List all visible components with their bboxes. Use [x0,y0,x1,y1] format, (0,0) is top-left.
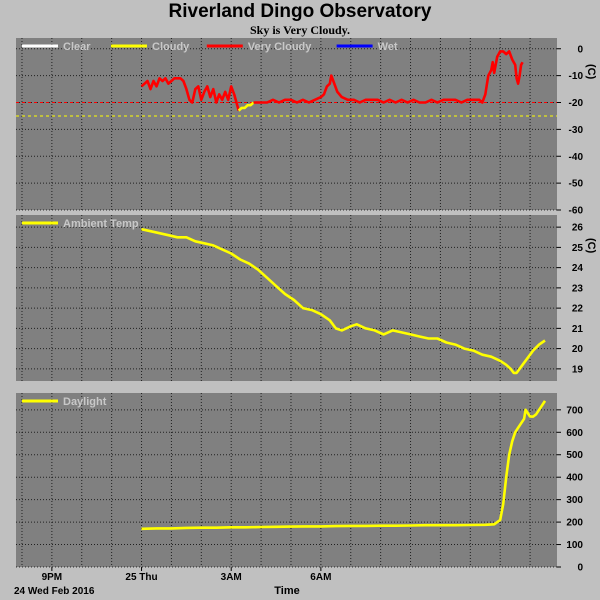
series-line-cloudy [237,101,255,112]
y-tick-label: 200 [566,518,583,529]
legend-item-very-cloudy: Very Cloudy [206,41,312,53]
series-line-daylight [141,400,547,531]
legend-item-daylight: Daylight [22,396,107,408]
y-tick-label: 700 [566,405,583,416]
legend-label: Clear [63,41,91,53]
y-tick-label: 100 [566,540,583,551]
x-axis-label: Time [274,585,299,597]
legend-label: Daylight [63,396,107,408]
legend-item-wet: Wet [336,41,398,53]
y-tick-label: 19 [572,364,584,375]
chart-title: Riverland Dingo Observatory [168,1,432,22]
series-line-very-cloudy [253,50,524,104]
y-tick-label: 22 [572,304,584,315]
y-tick-label: -10 [569,71,584,82]
y-tick-label: 20 [572,344,584,355]
x-tick-label: 6AM [310,572,331,583]
legend-item-cloudy: Cloudy [111,41,190,53]
y-tick-label: 400 [566,473,583,484]
sky-status-subtitle: Sky is Very Cloudy. [249,23,351,37]
series-line-ambient-temp [141,227,546,375]
y-axis-label: (C) [585,64,597,80]
legend-label: Ambient Temp [63,218,139,230]
y-tick-label: 0 [577,563,583,574]
y-tick-label: -40 [569,152,584,163]
legend-label: Wet [378,41,398,53]
y-tick-label: 24 [572,263,584,274]
y-tick-label: 300 [566,495,583,506]
panel-background [16,38,557,210]
y-tick-label: -30 [569,125,584,136]
panel-background [16,393,557,567]
legend-item-ambient-temp: Ambient Temp [22,218,139,230]
y-tick-label: -50 [569,179,584,190]
x-tick-label: 9PM [42,572,63,583]
y-tick-label: 500 [566,450,583,461]
legend-item-clear: Clear [22,41,91,53]
date-label: 24 Wed Feb 2016 [14,586,95,597]
x-tick-label: 25 Thu [125,572,157,583]
panel-sky: 0 -10 -20 -30 -40 -50 -60 Clear Cloudy Very Cloud… [16,38,597,217]
y-axis-label: (C) [585,238,597,254]
legend-label: Very Cloudy [248,41,312,53]
y-tick-label: -20 [569,98,584,109]
panel-ambient: 19 20 21 22 23 24 25 26 Ambient Temp (C) [16,215,597,381]
legend-label: Cloudy [152,41,190,53]
y-tick-label: 600 [566,428,583,439]
y-tick-label: 26 [572,223,584,234]
y-tick-label: 23 [572,283,584,294]
panel-daylight: 0 100 200 300 400 500 600 700 Daylight [16,393,583,574]
panel-background [16,215,557,381]
y-tick-label: 25 [572,243,584,254]
y-tick-label: 0 [577,44,583,55]
series-line-very-cloudy [140,77,240,111]
y-tick-label: -60 [569,206,584,217]
x-tick-label: 3AM [221,572,242,583]
y-tick-label: 21 [572,324,584,335]
